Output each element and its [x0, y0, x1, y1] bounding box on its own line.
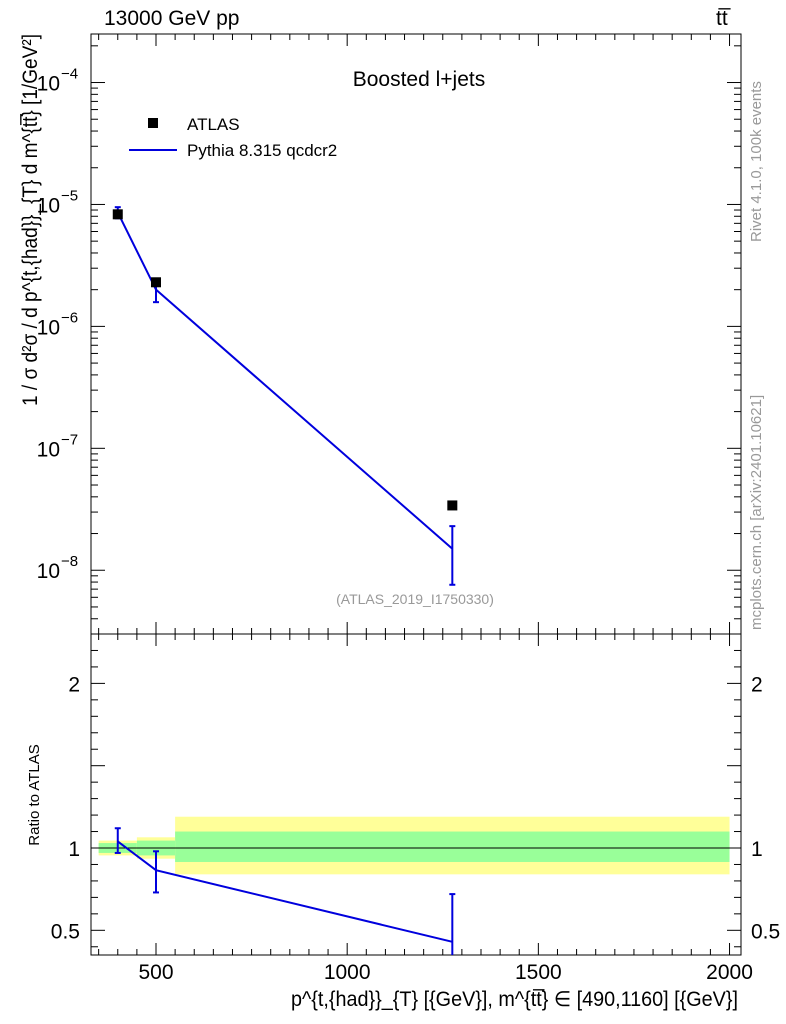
energy-label: 13000 GeV pp [104, 7, 240, 30]
x-tick-label-1500: 1500 [515, 961, 562, 984]
main-ytick-exp-4: −4 [61, 66, 78, 83]
ratio-ytick-label-left-0: 0.5 [51, 920, 80, 943]
atlas-marker-0 [112, 209, 123, 220]
main-ytick-exp-2: −6 [61, 309, 78, 326]
x-tick-label-500: 500 [138, 961, 173, 984]
x-tick-label-2000: 2000 [706, 961, 753, 984]
legend-atlas-marker [148, 118, 158, 128]
main-ytick-exp-0: −8 [61, 553, 78, 570]
x-axis-label: p^{t,{had}}_{T} [{GeV}], m^{tt̅} ∈ [490,… [291, 988, 738, 1011]
main-ytick-label-3: 10 [37, 194, 60, 217]
ratio-ytick-label-left-1: 1 [68, 838, 80, 861]
main-ytick-label-0: 10 [37, 560, 60, 583]
ratio-ytick-label-right-0: 0.5 [751, 920, 780, 943]
chart-title: Boosted l+jets [353, 68, 486, 91]
main-ytick-label-4: 10 [37, 73, 60, 96]
ratio-ytick-label-right-2: 2 [751, 673, 763, 696]
atlas-marker-2 [447, 500, 458, 511]
legend-mc-label: Pythia 8.315 qcdcr2 [187, 141, 337, 160]
x-tick-label-1000: 1000 [324, 961, 371, 984]
atlas-marker-1 [151, 277, 161, 288]
ratio-y-axis-label: Ratio to ATLAS [26, 744, 43, 845]
main-y-axis-label: 1 / σ d²σ / d p^{t,{had}}_{T} d m^{tt̅} … [19, 34, 42, 406]
ratio-ytick-label-left-2: 2 [68, 673, 80, 696]
main-ytick-exp-1: −7 [61, 431, 78, 448]
legend-atlas-label: ATLAS [187, 115, 240, 134]
mc-line-main [116, 211, 453, 550]
ratio-band-inner-2 [175, 831, 730, 862]
main-ytick-exp-3: −5 [61, 187, 78, 204]
process-label: tt̅ [716, 7, 728, 30]
ratio-ytick-label-right-1: 1 [751, 838, 763, 861]
main-ytick-label-1: 10 [37, 438, 60, 461]
ratio-panel-frame [90, 633, 742, 956]
analysis-tag: (ATLAS_2019_I1750330) [336, 591, 494, 607]
main-ytick-label-2: 10 [37, 316, 60, 339]
